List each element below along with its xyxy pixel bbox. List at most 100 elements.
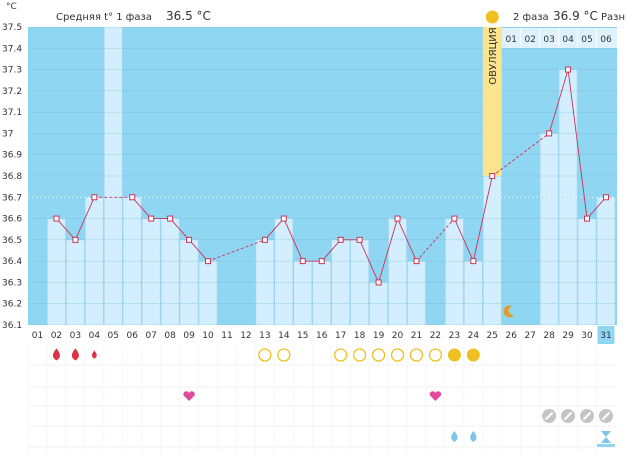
temp-bar <box>47 218 66 326</box>
blue-drop-icon <box>470 431 477 442</box>
temp-point[interactable] <box>129 194 136 201</box>
temp-bar <box>482 175 502 326</box>
temp-segment <box>321 239 342 262</box>
temp-point[interactable] <box>280 215 287 222</box>
x-tick-label: 13 <box>259 331 270 341</box>
temp-bar <box>160 218 180 326</box>
sun-icon <box>485 10 499 24</box>
temp-segment <box>567 69 588 219</box>
temp-point[interactable] <box>261 236 268 243</box>
blue-drop-icon <box>451 431 458 442</box>
temp-point[interactable] <box>337 236 344 243</box>
y-tick-label: 36.1 <box>2 321 22 331</box>
temp-point[interactable] <box>489 173 496 179</box>
x-tick-label: 08 <box>164 331 176 341</box>
temp-point[interactable] <box>394 215 401 222</box>
temp-point[interactable] <box>318 258 325 265</box>
temp-bar <box>464 260 483 326</box>
temp-point[interactable] <box>205 258 212 265</box>
x-axis-ticks: 01 02 03 04 05 06 07 08 09 10 11 12 13 14 15 16 17 18 19 20… <box>28 325 617 345</box>
x-tick-label: 26 <box>505 331 517 341</box>
phase2-day-row: 01 02 03 04 05 06 <box>501 28 617 48</box>
temp-point[interactable] <box>470 258 477 265</box>
blood-drop-icon <box>52 348 60 361</box>
mucus-circle-icon <box>334 348 348 362</box>
temp-bar <box>274 218 294 326</box>
temp-segment <box>207 239 266 262</box>
temp-bar <box>407 260 426 326</box>
phase2-header-bg <box>482 7 617 27</box>
temp-segment <box>74 197 95 241</box>
temp-segment <box>359 239 379 283</box>
x-axis-bg <box>28 325 617 345</box>
y-tick-label: 37.4 <box>2 44 22 54</box>
x-tick-label: 19 <box>373 331 385 341</box>
temp-point[interactable] <box>167 215 174 222</box>
temp-point[interactable] <box>299 258 306 265</box>
x-tick-label: 02 <box>51 331 62 341</box>
temp-point[interactable] <box>375 279 382 286</box>
temp-point[interactable] <box>148 215 155 222</box>
x-tick-label: 20 <box>392 331 404 341</box>
temp-segment <box>283 218 304 262</box>
x-tick-label: 06 <box>126 331 138 341</box>
x-tick-label: 03 <box>70 331 81 341</box>
ovulation-band <box>482 7 502 176</box>
temp-point[interactable] <box>602 194 609 201</box>
blood-drop-icon <box>91 350 97 359</box>
temp-point[interactable] <box>451 215 458 222</box>
pill-icon-slash <box>544 411 554 421</box>
y-tick-label: 37.5 <box>2 23 22 33</box>
x-tick-label: 12 <box>240 331 251 341</box>
temp-point[interactable] <box>91 194 98 201</box>
plot-area <box>28 7 617 326</box>
temp-bar <box>66 239 85 326</box>
x-tick-label: 17 <box>335 331 346 341</box>
blood-drop-icon <box>71 348 79 361</box>
temp-bar <box>141 218 161 326</box>
today-highlight <box>597 326 615 344</box>
heart-icon <box>183 391 195 401</box>
temp-bar <box>577 218 597 326</box>
temperature-series <box>53 66 609 286</box>
phase2-day-label: 05 <box>581 35 592 45</box>
pill-icon-slash <box>582 411 592 421</box>
temp-bar <box>312 260 332 326</box>
phase2-day-label: 02 <box>524 35 535 45</box>
x-tick-label: 18 <box>354 331 366 341</box>
x-tick-label: 24 <box>468 331 480 341</box>
phase2-day-label: 01 <box>505 35 516 45</box>
temp-segment <box>188 239 209 262</box>
x-tick-label: 23 <box>449 331 460 341</box>
y-tick-label: 36.5 <box>2 236 22 246</box>
temp-point[interactable] <box>53 215 60 222</box>
mucus-circle-icon <box>352 348 367 362</box>
temp-point[interactable] <box>72 236 79 243</box>
temp-point[interactable] <box>413 258 420 265</box>
x-tick-label: 29 <box>562 331 574 341</box>
x-tick-label: 21 <box>411 331 422 341</box>
temp-point[interactable] <box>546 130 553 137</box>
phase2-day-label: 03 <box>543 35 554 45</box>
mucus-filled-icon <box>466 348 480 362</box>
temp-point[interactable] <box>356 236 363 243</box>
temp-point[interactable] <box>565 66 572 73</box>
ovulation-label: ОВУЛЯЦИЯ <box>488 27 499 85</box>
x-tick-label: 25 <box>487 331 498 341</box>
y-tick-label: 36.8 <box>2 172 22 182</box>
phase2-day-label: 04 <box>562 35 574 45</box>
y-axis-ticks: 37.5 37.4 37.3 37.2 37.1 37 36.9 36.8 36.7 36.6 36… <box>2 23 22 331</box>
temp-segment <box>586 196 607 219</box>
temp-segment <box>169 218 190 241</box>
temp-segment <box>548 69 569 134</box>
mucus-circle-icon <box>409 348 424 362</box>
temp-point[interactable] <box>186 236 193 243</box>
temp-point[interactable] <box>584 215 591 222</box>
chart-header: Средняя t° 1 фаза 36.5 °C 2 фаза 36.9 °C… <box>28 7 626 85</box>
moon-icon <box>503 305 515 318</box>
x-tick-label: 09 <box>183 331 195 341</box>
pill-icon-slash <box>563 411 573 421</box>
phase2-day-label: 06 <box>600 35 612 45</box>
hourglass-base <box>596 444 615 447</box>
